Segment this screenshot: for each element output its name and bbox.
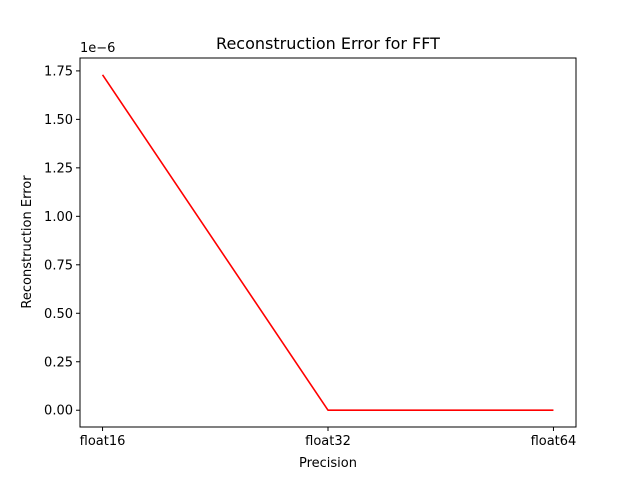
x-tick-label: float64 xyxy=(531,434,577,449)
y-tick-label: 1.00 xyxy=(44,210,73,225)
x-tick-label: float16 xyxy=(80,434,126,449)
y-axis-ticks: 0.00 0.25 0.50 0.75 1.00 1.25 1.50 1.75 xyxy=(44,64,80,419)
plot-area xyxy=(80,58,576,427)
y-tick-label: 0.75 xyxy=(44,258,73,273)
y-axis-multiplier: 1e−6 xyxy=(80,41,115,56)
y-tick-label: 1.50 xyxy=(44,113,73,128)
axes-background xyxy=(80,58,576,427)
y-tick-label: 1.75 xyxy=(44,64,73,79)
series-line-0 xyxy=(101,74,554,412)
chart-title: Reconstruction Error for FFT xyxy=(216,34,440,53)
line-series xyxy=(101,74,554,412)
y-tick-label: 0.25 xyxy=(44,355,73,370)
y-tick-label: 1.25 xyxy=(44,161,73,176)
y-tick-label: 0.00 xyxy=(44,404,73,419)
y-tick-label: 0.50 xyxy=(44,307,73,322)
x-axis-ticks: float16 float32 float64 xyxy=(80,427,577,449)
x-axis-label: Precision xyxy=(299,456,357,471)
y-axis-label: Reconstruction Error xyxy=(20,175,35,309)
x-tick-label: float32 xyxy=(305,434,351,449)
